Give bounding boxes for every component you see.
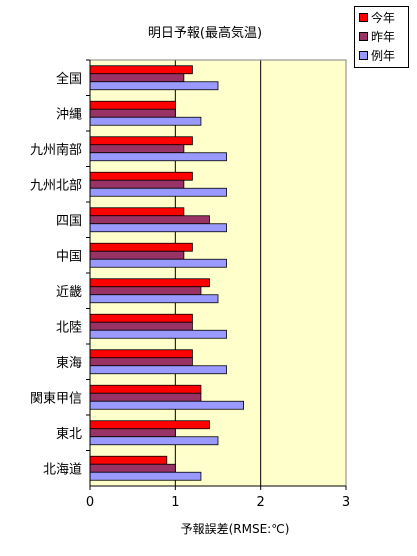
bar-normal-year [89,471,202,481]
bar-this-year [89,384,202,394]
y-tick-label: 関東甲信 [30,390,82,406]
bar-normal-year [89,152,227,162]
bar-last-year [89,144,185,154]
x-tick-label: 2 [257,495,265,510]
bar-normal-year [89,187,227,197]
y-tick-label: 北陸 [56,319,82,335]
x-tick-label: 1 [171,495,179,510]
legend: 今年 昨年 例年 [354,6,409,68]
x-axis-title: 予報誤差(RMSE:℃) [180,522,290,536]
y-tick-label: 東海 [56,355,82,371]
x-tick-label: 0 [86,495,94,510]
legend-item-last-year: 昨年 [359,29,395,45]
legend-swatch-normal-year [359,51,368,60]
legend-label-this-year: 今年 [371,11,396,25]
y-tick-label: 沖縄 [56,107,82,122]
y-tick-label: 東北 [56,426,82,442]
bar-last-year [89,215,210,225]
legend-label-normal-year: 例年 [371,49,396,63]
bar-this-year [89,207,185,217]
legend-item-normal-year: 例年 [359,48,395,64]
y-tick-label: 九州南部 [30,142,82,158]
bar-this-year [89,313,193,323]
bar-this-year [89,136,193,146]
bar-normal-year [89,329,227,339]
legend-label-last-year: 昨年 [371,30,396,44]
y-tick-label: 四国 [56,214,82,229]
y-tick-label: 近畿 [56,285,82,300]
bar-this-year [89,65,193,75]
bar-this-year [89,349,193,359]
bar-last-year [89,73,185,83]
legend-item-this-year: 今年 [359,10,395,26]
bar-last-year [89,463,176,473]
y-tick-label: 北海道 [43,462,82,477]
bar-this-year [89,455,168,465]
bar-normal-year [89,400,245,410]
bar-normal-year [89,294,219,304]
bar-this-year [89,278,210,288]
bar-last-year [89,357,193,367]
legend-swatch-this-year [359,13,368,22]
bar-normal-year [89,436,219,446]
bar-last-year [89,321,193,331]
y-tick-label: 九州北部 [30,178,82,193]
bar-normal-year [89,116,202,126]
bar-normal-year [89,81,219,91]
bar-last-year [89,286,202,296]
plot-area [90,60,346,486]
x-tick-label: 3 [342,495,350,510]
legend-swatch-last-year [359,32,368,41]
bar-last-year [89,392,202,402]
bar-normal-year [89,258,227,268]
chart-title: 明日予報(最高気温) [147,26,263,41]
bar-last-year [89,108,176,118]
bar-normal-year [89,223,227,233]
bar-this-year [89,171,193,181]
bar-last-year [89,250,185,260]
bar-last-year [89,428,176,438]
bar-last-year [89,179,185,189]
bar-normal-year [89,365,227,375]
bar-this-year [89,242,193,252]
bar-this-year [89,420,210,430]
y-tick-label: 全国 [56,71,82,87]
y-tick-label: 中国 [56,249,82,264]
bar-this-year [89,100,176,110]
